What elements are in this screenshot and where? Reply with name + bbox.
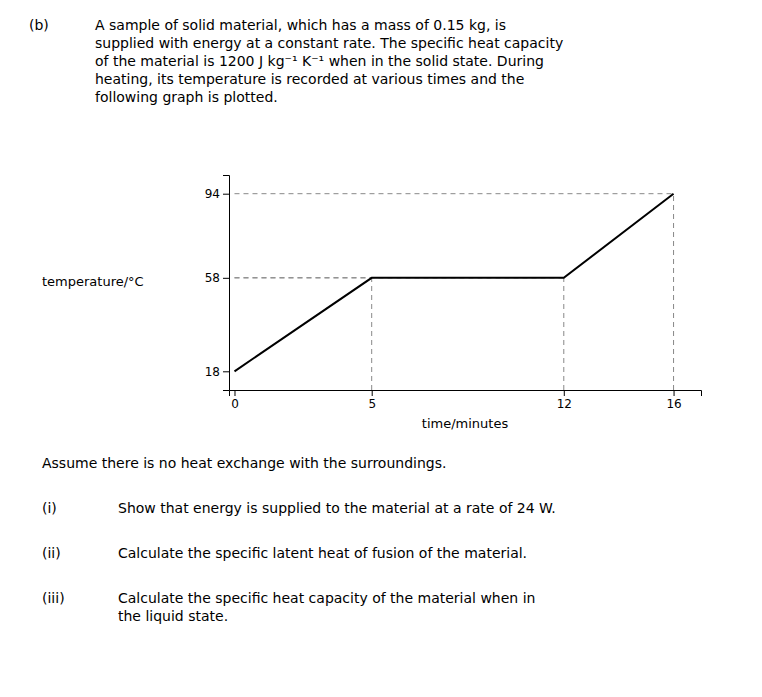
annotation: Show that energy is supplied to the mate…: [118, 500, 556, 516]
x-axis-tick-label: 12: [557, 397, 572, 411]
data-line: [234, 194, 673, 372]
annotation-line: (b): [29, 17, 49, 33]
annotation: Calculate the specific latent heat of fu…: [118, 545, 527, 561]
x-axis: 0 5 12 16: [230, 390, 702, 411]
y-axis: 18 58 94: [205, 176, 230, 391]
drop-line: [563, 278, 564, 390]
x-axis-tick: 0: [231, 390, 239, 411]
level-line: [234, 193, 673, 194]
y-axis-line: [223, 176, 230, 391]
x-axis-tick: 16: [666, 390, 681, 411]
y-axis-title: temperature/°C: [42, 274, 144, 289]
x-axis-tick-mark: [674, 390, 675, 396]
annotation-line: heating, its temperature is recorded at …: [95, 71, 524, 87]
plot-area: [234, 194, 673, 390]
x-axis-tick-mark: [372, 390, 373, 396]
y-axis-tick-mark: [223, 194, 229, 195]
annotation-line: Calculate the specific heat capacity of …: [118, 590, 535, 606]
annotation-line: (ii): [42, 545, 61, 561]
annotation: (ii): [42, 545, 61, 561]
y-axis-tick: 18: [205, 365, 229, 379]
annotation: A sample of solid material, which has a …: [95, 17, 563, 106]
x-axis-title: time/minutes: [422, 416, 509, 431]
annotation-line: the liquid state.: [118, 608, 228, 624]
annotation-line: of the material is 1200 J kg⁻¹ K⁻¹ when …: [95, 53, 544, 69]
annotation: (iii): [42, 590, 65, 606]
y-axis-tick-label: 58: [205, 271, 220, 285]
x-axis-line: [230, 391, 702, 397]
annotation-line: (iii): [42, 590, 65, 606]
annotation: (i): [42, 500, 57, 516]
annotation-line: A sample of solid material, which has a …: [95, 17, 506, 33]
annotation-line: supplied with energy at a constant rate.…: [95, 35, 563, 51]
x-axis-tick-label: 16: [666, 397, 681, 411]
annotation-line: Show that energy is supplied to the mate…: [118, 500, 556, 516]
y-axis-tick-label: 94: [205, 187, 220, 201]
chart: 051216185894time/minutestemperature/°C(b…: [0, 0, 762, 697]
x-axis-tick: 12: [557, 390, 572, 411]
x-axis-tick-mark: [234, 390, 235, 396]
drop-line: [673, 194, 674, 390]
annotation: Calculate the specific heat capacity of …: [118, 590, 535, 624]
y-axis-tick: 58: [205, 271, 229, 285]
x-axis-tick-label: 5: [368, 397, 376, 411]
annotation: (b): [29, 17, 49, 33]
drop-line: [371, 278, 372, 390]
x-axis-tick-mark: [564, 390, 565, 396]
annotation-line: following graph is plotted.: [95, 89, 278, 105]
question-text: (b) A sample of solid material, which has…: [29, 17, 563, 624]
x-axis-tick: 5: [368, 390, 376, 411]
annotation-line: (i): [42, 500, 57, 516]
x-axis-tick-label: 0: [231, 397, 239, 411]
y-axis-tick-mark: [223, 371, 229, 372]
annotation-line: Calculate the specific latent heat of fu…: [118, 545, 527, 561]
y-axis-tick-mark: [223, 278, 229, 279]
annotation-line: Assume there is no heat exchange with th…: [42, 455, 446, 471]
y-axis-tick: 94: [205, 187, 229, 201]
annotation: Assume there is no heat exchange with th…: [42, 455, 446, 471]
y-axis-tick-label: 18: [205, 365, 220, 379]
